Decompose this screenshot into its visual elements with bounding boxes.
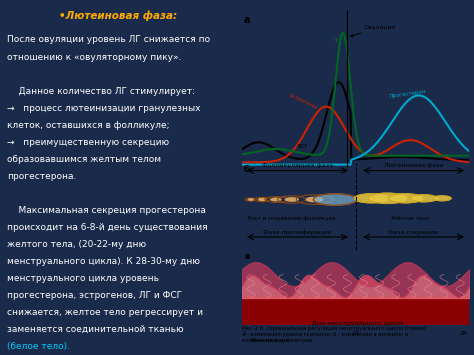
Text: Фаза пролиферации: Фаза пролиферации <box>264 230 332 235</box>
Circle shape <box>306 197 323 202</box>
Text: а: а <box>244 15 251 25</box>
Text: ФСГ: ФСГ <box>297 144 308 149</box>
Text: Эстрогены: Эстрогены <box>288 92 319 110</box>
Text: прогестерона, эстрогенов, ЛГ и ФСГ: прогестерона, эстрогенов, ЛГ и ФСГ <box>7 291 182 300</box>
Text: Прогестерон: Прогестерон <box>389 88 427 99</box>
Text: образовавшимся желтым телом: образовавшимся желтым телом <box>7 155 161 164</box>
Text: 1: 1 <box>242 331 246 336</box>
Text: Дни менструального цикла: Дни менструального цикла <box>312 321 404 326</box>
Text: 14: 14 <box>352 331 359 336</box>
Text: →   преимущественную секрецию: → преимущественную секрецию <box>7 138 169 147</box>
Circle shape <box>433 196 451 201</box>
Text: •Лютеиновая фаза:: •Лютеиновая фаза: <box>59 11 178 21</box>
Text: ЛГ: ЛГ <box>333 38 340 43</box>
Text: снижается, желтое тело регрессирует и: снижается, желтое тело регрессирует и <box>7 308 203 317</box>
Circle shape <box>355 194 389 203</box>
Text: клеток, оставшихся в фолликуле;: клеток, оставшихся в фолликуле; <box>7 121 170 130</box>
Text: в: в <box>244 252 249 261</box>
Text: (белое тело).: (белое тело). <box>7 342 70 351</box>
Circle shape <box>389 194 423 203</box>
Text: Лютеиновая фаза: Лютеиновая фаза <box>384 163 443 168</box>
Text: желтого тела, (20-22-му дню: желтого тела, (20-22-му дню <box>7 240 146 249</box>
Text: Рост и созревание фолликула: Рост и созревание фолликула <box>248 216 336 221</box>
Text: б: б <box>244 165 250 174</box>
Text: Овуляция: Овуляция <box>351 24 396 37</box>
Circle shape <box>259 198 266 201</box>
Circle shape <box>285 198 298 201</box>
Text: После овуляции уровень ЛГ снижается по: После овуляции уровень ЛГ снижается по <box>7 36 210 44</box>
Text: Фаза секреции: Фаза секреции <box>389 230 438 235</box>
Text: →   процесс лютеинизации гранулезных: → процесс лютеинизации гранулезных <box>7 104 201 113</box>
Text: Данное количество ЛГ стимулирует:: Данное количество ЛГ стимулирует: <box>7 87 195 95</box>
Text: прогестерона.: прогестерона. <box>7 172 76 181</box>
Text: менструального цикла). К 28-30-му дню: менструального цикла). К 28-30-му дню <box>7 257 200 266</box>
Text: происходит на 6-8-й день существования: происходит на 6-8-й день существования <box>7 223 208 232</box>
Text: отношению к «овуляторному пику».: отношению к «овуляторному пику». <box>7 53 182 61</box>
Text: Максимальная секреция прогестерона: Максимальная секреция прогестерона <box>7 206 206 215</box>
Text: 28: 28 <box>459 331 467 336</box>
Text: Менструация: Менструация <box>251 338 290 343</box>
Circle shape <box>248 199 254 200</box>
Text: менструального цикла уровень: менструального цикла уровень <box>7 274 159 283</box>
Text: Жёлтое тело: Жёлтое тело <box>391 216 429 221</box>
Polygon shape <box>242 296 469 325</box>
Circle shape <box>410 195 437 202</box>
Circle shape <box>313 194 356 205</box>
Text: заменяется соединительной тканью: заменяется соединительной тканью <box>7 325 184 334</box>
Text: Фолликулярная фаза: Фолликулярная фаза <box>262 163 333 168</box>
Circle shape <box>368 193 407 203</box>
Circle shape <box>271 198 281 201</box>
Text: Рис. 2.6. Гормональная регуляция менструального цикла (схема):
а - изменения уро: Рис. 2.6. Гормональная регуляция менстру… <box>242 326 427 343</box>
